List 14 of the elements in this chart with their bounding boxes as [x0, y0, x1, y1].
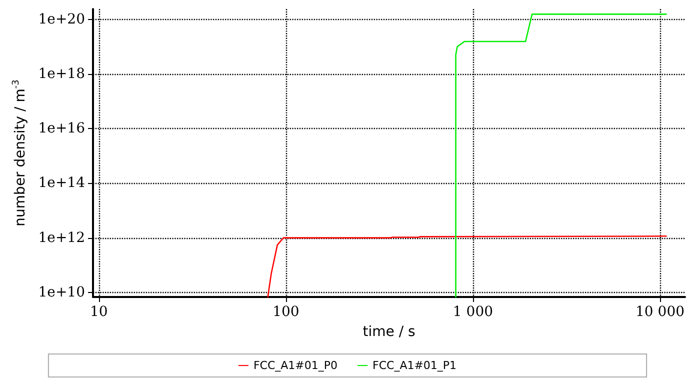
y-tick-label: 1e+18 [38, 66, 85, 82]
x-tick-label: 1 000 [452, 304, 494, 320]
x-tick-label: 10 [90, 304, 108, 320]
y-tick-label: 1e+14 [38, 175, 86, 192]
x-tick-label: 100 [272, 304, 300, 320]
x-tick-label: 10 000 [636, 304, 685, 320]
y-tick-label: 1e+10 [38, 284, 85, 300]
y-tick-label: 1e+20 [38, 11, 85, 28]
y-tick-label: 1e+12 [38, 230, 85, 246]
x-axis-title: time / s [362, 324, 416, 340]
y-tick-label: 1e+16 [38, 120, 86, 137]
legend-label: FCC_A1#01_P1 [372, 359, 457, 372]
legend-label: FCC_A1#01_P0 [253, 359, 338, 372]
y-axis-title: number density / m-3 [11, 80, 28, 226]
